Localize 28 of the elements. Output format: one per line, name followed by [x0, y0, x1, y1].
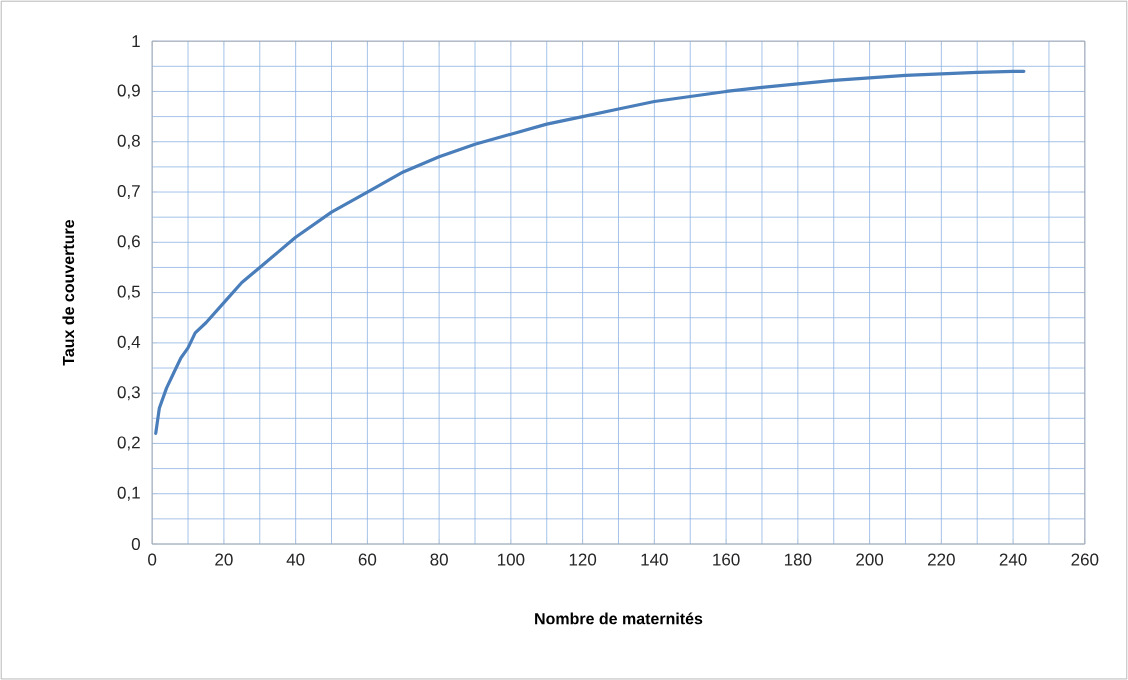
x-tick-label: 40	[286, 553, 305, 566]
x-tick-label: 200	[856, 553, 884, 566]
y-tick-label: 0,7	[117, 184, 140, 199]
y-axis-title: Taux de couverture	[62, 219, 75, 366]
x-tick-label: 60	[358, 553, 377, 566]
x-tick-label: 0	[148, 553, 157, 566]
y-tick-label: 0,6	[117, 235, 140, 250]
x-tick-label: 180	[784, 553, 812, 566]
y-tick-label: 0,3	[117, 386, 140, 401]
x-tick-label: 220	[928, 553, 955, 566]
x-tick-label: 260	[1071, 553, 1099, 566]
y-tick-label: 0,9	[117, 84, 140, 99]
y-tick-label: 0,1	[117, 486, 140, 501]
x-tick-label: 240	[999, 553, 1027, 566]
x-tick-label: 120	[569, 553, 597, 566]
x-tick-label: 160	[713, 553, 740, 566]
y-tick-label: 1	[132, 35, 140, 47]
y-tick-label: 0,4	[117, 335, 141, 350]
x-tick-label: 20	[215, 553, 233, 566]
x-tick-label: 100	[498, 553, 525, 566]
x-tick-label: 140	[641, 553, 668, 566]
y-tick-label: 0,5	[117, 285, 140, 300]
x-axis-title: Nombre de maternités	[535, 612, 703, 625]
y-tick-label: 0,2	[117, 436, 140, 451]
x-tick-label: 80	[430, 553, 448, 566]
line-series	[154, 69, 1026, 435]
y-tick-label: 0,8	[117, 134, 140, 149]
y-tick-label: 0	[131, 537, 140, 550]
